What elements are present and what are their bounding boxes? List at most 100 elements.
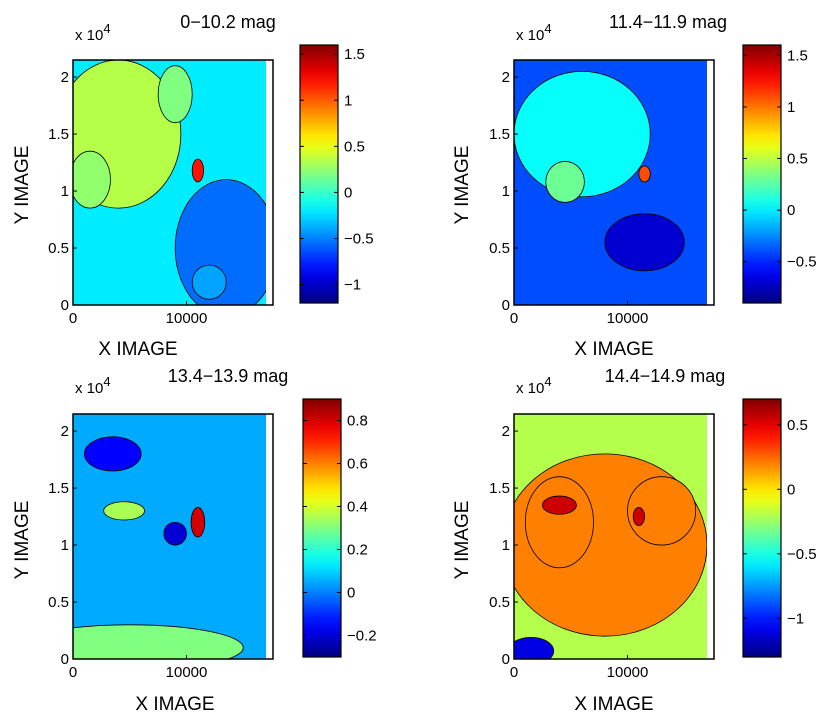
contour-region-6 bbox=[514, 636, 555, 659]
colorbar-tick-label: 0.6 bbox=[347, 456, 368, 473]
axes-frame bbox=[72, 413, 274, 660]
y-tick-label: 0 bbox=[502, 297, 510, 314]
contour-region-2 bbox=[73, 150, 111, 209]
x-axis-label: X IMAGE bbox=[135, 694, 214, 715]
y-tick-label: 1.5 bbox=[48, 126, 69, 143]
colorbar-tick-label: 0 bbox=[787, 481, 795, 498]
x-tick-label: 0 bbox=[69, 664, 77, 681]
panel-title: 14.4−14.9 mag bbox=[605, 366, 726, 386]
panel-title: 11.4−11.9 mag bbox=[609, 12, 727, 32]
contour-region-5 bbox=[190, 507, 206, 538]
x-tick-label: 0 bbox=[69, 310, 77, 327]
colorbar-tick-label: 0.2 bbox=[347, 542, 368, 559]
y-tick-label: 0 bbox=[502, 651, 510, 668]
tick-labels: 0 10000 0 0.5 1 1.5 2 bbox=[48, 423, 207, 681]
axes-box bbox=[72, 413, 274, 660]
x-tick-label: 10000 bbox=[166, 664, 208, 681]
contour-region-5 bbox=[632, 507, 645, 527]
contour-region-5 bbox=[191, 264, 227, 300]
axes-box bbox=[513, 413, 715, 660]
panel-title: 13.4−13.9 mag bbox=[168, 366, 289, 386]
contour-field bbox=[73, 414, 266, 659]
colorbar-tick-label: 1.5 bbox=[344, 46, 365, 63]
colorbar-tick-label: 1 bbox=[344, 92, 352, 109]
contour-region-4 bbox=[174, 179, 266, 305]
axes-frame bbox=[513, 59, 715, 306]
y-axis-label: Y IMAGE bbox=[452, 501, 473, 580]
y-tick-label: 0.5 bbox=[48, 594, 69, 611]
colorbar-tick-label: 0.5 bbox=[787, 417, 808, 434]
axes-frame bbox=[513, 413, 715, 660]
colorbar-tick-label: 0.4 bbox=[347, 499, 368, 516]
y-tick-label: 0.5 bbox=[489, 594, 510, 611]
y-exponent-label: x 104 bbox=[516, 374, 552, 397]
y-tick-label: 1.5 bbox=[489, 126, 510, 143]
y-tick-label: 1 bbox=[61, 183, 69, 200]
x-tick-label: 10000 bbox=[607, 664, 649, 681]
colorbar-gradient bbox=[742, 398, 782, 658]
axes-box bbox=[72, 59, 274, 306]
x-tick-label: 10000 bbox=[607, 310, 649, 327]
x-tick-label: 0 bbox=[510, 664, 518, 681]
colorbar-gradient bbox=[302, 398, 342, 658]
colorbar-tick-label: 0 bbox=[787, 202, 795, 219]
contour-field bbox=[514, 60, 707, 305]
y-tick-label: 1.5 bbox=[48, 480, 69, 497]
y-axis-label: Y IMAGE bbox=[12, 146, 33, 225]
colorbar-tick-label: −1 bbox=[787, 610, 804, 627]
y-tick-label: 2 bbox=[502, 423, 510, 440]
x-tick-label: 0 bbox=[510, 310, 518, 327]
x-tick-label: 10000 bbox=[166, 310, 208, 327]
contour-region-3 bbox=[157, 65, 193, 124]
contour-region-1 bbox=[514, 71, 651, 198]
contour-region-4 bbox=[638, 165, 651, 183]
y-axis-label: Y IMAGE bbox=[452, 146, 473, 225]
contour-region-3 bbox=[604, 213, 685, 272]
colorbar-tick-label: 0 bbox=[344, 184, 352, 201]
y-tick-label: 2 bbox=[61, 423, 69, 440]
colorbar: 1.5 1 0.5 0 −0.5 −1 bbox=[299, 44, 374, 304]
y-tick-label: 0 bbox=[61, 297, 69, 314]
y-tick-label: 0 bbox=[61, 651, 69, 668]
colorbar-tick-label: 1 bbox=[787, 99, 795, 116]
y-tick-label: 1 bbox=[61, 537, 69, 554]
axes-margin bbox=[707, 60, 714, 305]
axes-margin bbox=[266, 60, 273, 305]
contour-region-4 bbox=[163, 521, 187, 546]
colorbar-tick-label: 1.5 bbox=[787, 47, 808, 64]
y-tick-label: 1 bbox=[502, 183, 510, 200]
y-tick-label: 1 bbox=[502, 537, 510, 554]
contour-region-4 bbox=[541, 495, 577, 515]
colorbar-tick-label: −0.5 bbox=[344, 231, 374, 248]
y-tick-label: 2 bbox=[61, 69, 69, 86]
y-tick-label: 0.5 bbox=[489, 240, 510, 257]
panel-title: 0−10.2 mag bbox=[180, 12, 276, 32]
contour-panel-3: 0.80.60.40.20−0.2 13.4−13.9 mag X IMAGE … bbox=[12, 366, 377, 715]
tick-labels: 0 10000 0 0.5 1 1.5 2 bbox=[48, 69, 207, 327]
colorbar: 0.8 0.6 0.4 0.2 0 −0.2 bbox=[302, 398, 377, 658]
colorbar-tick-label: 0.5 bbox=[344, 138, 365, 155]
colorbar-tick-label: −1 bbox=[344, 277, 361, 294]
x-axis-label: X IMAGE bbox=[98, 339, 177, 360]
colorbar-tick-label: 0 bbox=[347, 585, 355, 602]
colorbar-tick-label: −0.5 bbox=[787, 254, 817, 271]
contour-region-2 bbox=[545, 161, 585, 203]
axes-margin bbox=[266, 414, 273, 659]
x-axis-label: X IMAGE bbox=[574, 694, 653, 715]
contour-region-6 bbox=[191, 158, 204, 183]
colorbar: 0.5 0 −0.5 −1 bbox=[742, 398, 817, 658]
y-exponent-label: x 104 bbox=[75, 21, 111, 44]
axes-box bbox=[513, 59, 715, 306]
contour-region-2 bbox=[524, 476, 594, 569]
y-tick-label: 2 bbox=[502, 69, 510, 86]
colorbar-tick-label: −0.2 bbox=[347, 628, 377, 645]
y-axis-label: Y IMAGE bbox=[12, 501, 33, 580]
contour-panel-4: 0.5 0 −0.5 −1 14.4−14.9 mag X IMAGE Y IMAGE… bbox=[452, 366, 817, 715]
y-tick-label: 1.5 bbox=[489, 480, 510, 497]
colorbar-tick-label: −0.5 bbox=[787, 546, 817, 563]
contour-region-3 bbox=[627, 476, 697, 546]
colorbar: 1.5 1 0.5 0 −0.5 bbox=[742, 44, 817, 304]
y-exponent-label: x 104 bbox=[516, 21, 552, 44]
x-axis-label: X IMAGE bbox=[574, 339, 653, 360]
